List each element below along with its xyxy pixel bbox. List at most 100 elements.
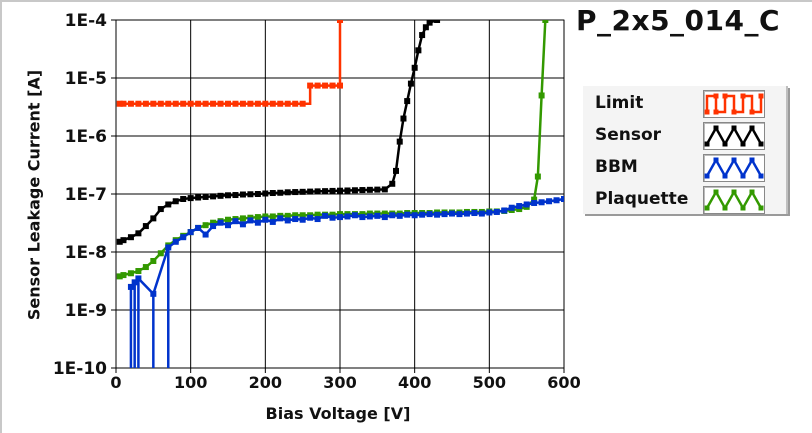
data-point-sensor <box>262 190 269 197</box>
data-point-bbm <box>471 210 478 217</box>
data-point-plaquette <box>225 216 231 223</box>
legend-swatch-marker <box>758 173 764 179</box>
y-axis-label: Sensor Leakage Current [A] <box>24 69 44 321</box>
legend-item-sensor: Sensor <box>583 120 786 150</box>
legend-swatch-marker <box>731 109 737 115</box>
data-point-plaquette <box>120 272 127 279</box>
data-point-bbm <box>254 219 261 226</box>
data-point-sensor <box>366 186 373 193</box>
y-tick-label: 1E-6 <box>65 127 107 147</box>
data-point-bbm <box>314 216 321 223</box>
data-point-limit <box>262 100 269 107</box>
data-point-plaquette <box>299 212 306 219</box>
data-point-sensor <box>337 187 343 194</box>
data-point-sensor <box>307 188 314 195</box>
data-point-sensor <box>232 192 239 199</box>
data-point-bbm <box>210 223 217 230</box>
data-point-bbm <box>396 212 403 219</box>
data-point-limit <box>116 100 123 107</box>
data-point-sensor <box>434 20 441 23</box>
data-point-sensor <box>135 230 142 237</box>
legend-swatch-marker <box>704 173 710 179</box>
data-point-bbm <box>486 209 493 216</box>
data-point-sensor <box>396 138 403 145</box>
data-point-bbm <box>351 212 358 219</box>
data-point-sensor <box>359 187 366 194</box>
data-point-plaquette <box>150 257 157 264</box>
data-point-limit <box>322 82 329 89</box>
data-point-sensor <box>217 192 224 199</box>
data-point-limit <box>269 100 276 107</box>
x-tick-label: 300 <box>323 373 356 392</box>
data-point-bbm <box>202 231 209 238</box>
data-point-bbm <box>374 212 381 219</box>
legend-item-bbm: BBM <box>583 152 786 182</box>
data-point-bbm <box>389 212 396 219</box>
data-point-sensor <box>419 32 426 39</box>
data-point-sensor <box>389 180 396 187</box>
chart-title: P_2x5_014_C <box>576 4 781 37</box>
data-point-limit <box>217 100 224 107</box>
y-tick-label: 1E-10 <box>53 359 107 379</box>
data-point-bbm <box>366 213 373 220</box>
legend-swatch-marker <box>758 205 764 211</box>
x-axis-label: Bias Voltage [V] <box>265 404 411 423</box>
data-point-sensor <box>269 190 276 197</box>
legend-swatch-marker <box>740 205 746 211</box>
data-point-plaquette <box>531 196 538 203</box>
data-point-limit <box>165 100 172 107</box>
data-point-limit <box>210 100 217 107</box>
data-point-sensor <box>210 193 217 200</box>
data-point-limit <box>195 100 202 107</box>
legend-swatch-marker <box>749 125 755 131</box>
data-point-limit <box>202 100 209 107</box>
data-point-bbm <box>523 201 530 208</box>
data-point-bbm <box>131 279 138 286</box>
data-point-bbm <box>172 238 179 245</box>
data-point-limit <box>292 100 299 107</box>
data-point-bbm <box>232 218 239 225</box>
data-point-bbm <box>426 211 433 218</box>
data-point-bbm <box>516 203 523 210</box>
data-point-plaquette <box>116 273 123 280</box>
legend-swatch-marker <box>731 157 737 163</box>
data-point-sensor <box>411 64 418 71</box>
data-point-sensor <box>254 191 261 197</box>
data-point-sensor <box>277 189 284 196</box>
y-tick-label: 1E-7 <box>65 185 107 205</box>
legend-item-limit: Limit <box>583 88 786 118</box>
data-point-plaquette <box>314 211 321 218</box>
legend-swatch-marker <box>731 125 737 131</box>
legend-label-sensor: Sensor <box>595 125 662 145</box>
data-point-sensor <box>393 167 399 174</box>
data-point-bbm <box>508 204 515 211</box>
data-point-limit <box>187 100 194 107</box>
data-point-bbm <box>329 214 336 221</box>
data-point-plaquette <box>269 213 276 220</box>
legend-swatch-bbm <box>703 154 765 182</box>
data-point-sensor <box>322 188 329 195</box>
data-point-sensor <box>422 24 429 31</box>
x-tick-label: 0 <box>110 373 121 392</box>
data-point-sensor <box>415 47 422 54</box>
data-point-bbm <box>538 199 545 206</box>
data-point-bbm <box>127 283 134 290</box>
legend-swatch-plaquette <box>703 186 765 214</box>
data-point-plaquette <box>142 264 149 271</box>
data-point-plaquette <box>127 270 134 277</box>
legend-swatch-marker <box>722 173 728 179</box>
data-point-plaquette <box>329 211 336 218</box>
data-point-plaquette <box>254 214 261 221</box>
data-point-bbm <box>150 290 157 297</box>
data-point-bbm <box>561 195 564 202</box>
data-point-plaquette <box>157 250 164 257</box>
data-point-limit <box>225 100 231 107</box>
data-point-sensor <box>374 186 381 193</box>
data-point-bbm <box>493 208 500 215</box>
data-point-sensor <box>344 187 351 194</box>
legend-swatch-marker <box>758 141 764 147</box>
legend-swatch-marker <box>749 109 755 115</box>
x-tick-label: 500 <box>473 373 506 392</box>
data-point-bbm <box>292 216 299 223</box>
